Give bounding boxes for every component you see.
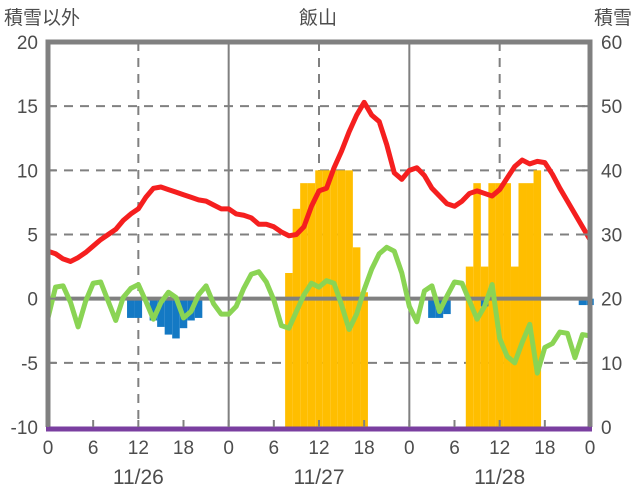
temperature-line: [45, 99, 593, 264]
snow-change-bar: [172, 298, 180, 339]
snow-depth-bar: [292, 208, 301, 427]
snow-change-bar: [194, 298, 203, 318]
snow-change-bar: [157, 298, 165, 327]
wind-line: [45, 244, 593, 376]
x-tick-label: 12: [489, 438, 510, 459]
left-tick-label: 10: [17, 161, 38, 182]
snow-change-bar: [578, 298, 587, 306]
day-label: 11/27: [294, 466, 345, 489]
x-tick-label: 18: [534, 438, 555, 459]
left-tick-label: 20: [17, 33, 38, 54]
x-tick-label: 0: [223, 438, 234, 459]
x-tick-label: 12: [128, 438, 149, 459]
left-tick-label: 5: [27, 226, 38, 247]
snow-change-bar: [443, 298, 451, 315]
x-tick-label: 6: [449, 438, 460, 459]
right-tick-label: 40: [601, 161, 622, 182]
x-tick-label: 18: [173, 438, 194, 459]
snow-change-bar: [164, 298, 173, 335]
snow-depth-bar: [518, 183, 527, 427]
right-tick-label: 0: [601, 418, 612, 439]
snow-depth-bar: [465, 266, 474, 427]
x-tick-label: 6: [88, 438, 99, 459]
snow-depth-bar: [510, 266, 519, 427]
snow-depth-bar: [495, 183, 504, 427]
x-tick-label: 0: [43, 438, 54, 459]
right-tick-label: 20: [601, 290, 622, 311]
lines-layer: [45, 99, 593, 376]
x-tick-label: 0: [585, 438, 596, 459]
x-tick-label: 6: [269, 438, 280, 459]
x-tick-label: 0: [404, 438, 415, 459]
snow-depth-bar: [285, 273, 293, 427]
snow-depth-bar: [526, 183, 534, 427]
snow-depth-bar: [488, 183, 496, 427]
left-tick-label: 15: [17, 97, 38, 118]
snow-change-bar: [149, 298, 158, 321]
left-tick-label: 0: [27, 290, 38, 311]
page-title: 飯山: [299, 7, 337, 29]
right-tick-label: 60: [601, 33, 622, 54]
x-tick-label: 18: [354, 438, 375, 459]
right-tick-label: 30: [601, 226, 622, 247]
right-tick-label: 50: [601, 97, 622, 118]
right-tick-label: 10: [601, 354, 622, 375]
day-label: 11/26: [113, 466, 164, 489]
left-axis-label: 積雪以外: [4, 7, 80, 29]
x-tick-label: 12: [308, 438, 329, 459]
snow-depth-bar: [480, 266, 489, 427]
snow-change-bar: [127, 298, 135, 318]
day-label: 11/28: [474, 466, 525, 489]
snow-depth-bar: [352, 247, 361, 427]
left-tick-label: -10: [11, 418, 38, 439]
tick-marks: [47, 105, 591, 427]
left-tick-label: -5: [21, 354, 38, 375]
snow-depth-bar: [300, 183, 308, 427]
snow-change-bar: [134, 298, 143, 318]
snow-depth-bar: [473, 183, 481, 427]
snow-depth-bar: [307, 183, 316, 427]
snow-depth-bar: [360, 292, 368, 427]
snow-change-bar: [428, 298, 436, 318]
snow-depth-bar: [503, 183, 511, 427]
right-axis-label: 積雪: [594, 7, 632, 29]
